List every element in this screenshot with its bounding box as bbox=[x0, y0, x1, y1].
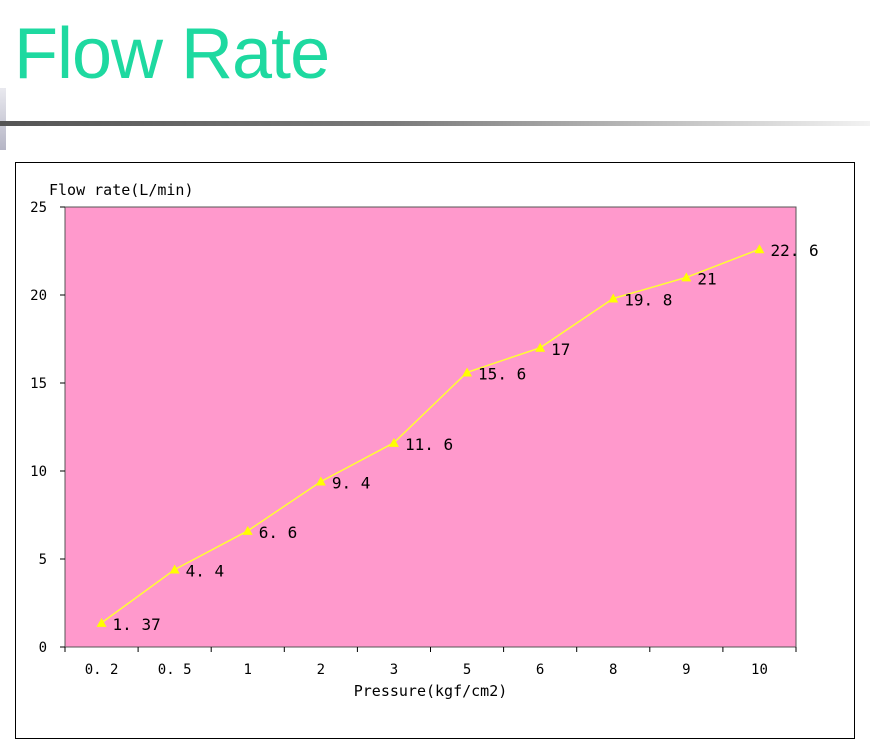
data-point-marker bbox=[535, 342, 546, 352]
data-label: 9. 4 bbox=[332, 474, 371, 493]
data-label: 17 bbox=[551, 340, 570, 359]
y-tick-label: 0 bbox=[39, 640, 47, 656]
x-tick-label: 0. 5 bbox=[158, 662, 192, 678]
x-tick-label: 5 bbox=[463, 662, 471, 678]
data-label: 1. 37 bbox=[113, 615, 161, 634]
data-point-marker bbox=[169, 564, 180, 574]
data-point-marker bbox=[315, 476, 326, 486]
data-label: 19. 8 bbox=[624, 291, 672, 310]
y-axis-title: Flow rate(L/min) bbox=[49, 181, 194, 199]
data-point-marker bbox=[754, 244, 765, 254]
data-label: 6. 6 bbox=[259, 523, 298, 542]
flow-rate-chart: 0 5 10 15 20 25 0. 2 0. 5 1 2 3 5 6 8 9 10 1. 37 4. 4 6.… bbox=[30, 181, 819, 700]
data-point-marker bbox=[388, 437, 399, 447]
x-tick-label: 9 bbox=[682, 662, 690, 678]
x-axis-title: Pressure(kgf/cm2) bbox=[354, 682, 508, 700]
data-point-marker bbox=[681, 272, 692, 282]
x-tick-label: 1 bbox=[244, 662, 252, 678]
chart-frame: 0 5 10 15 20 25 0. 2 0. 5 1 2 3 5 6 8 9 10 1. 37 4. 4 6.… bbox=[15, 162, 855, 739]
x-tick-label: 3 bbox=[390, 662, 398, 678]
data-label: 4. 4 bbox=[186, 562, 225, 581]
y-tick-label: 5 bbox=[39, 552, 47, 568]
data-label: 22. 6 bbox=[770, 241, 818, 260]
slide-title: Flow Rate bbox=[14, 14, 330, 94]
data-label: 15. 6 bbox=[478, 364, 526, 383]
x-tick-label: 10 bbox=[751, 662, 768, 678]
data-label: 21 bbox=[697, 269, 716, 288]
data-point-marker bbox=[242, 525, 253, 535]
data-point-marker bbox=[608, 293, 619, 303]
series-line-flow-rate bbox=[101, 248, 760, 624]
x-tick-label: 2 bbox=[317, 662, 325, 678]
data-labels: 1. 37 4. 4 6. 6 9. 4 11. 6 15. 6 17 19. 8 21 22. … bbox=[113, 241, 819, 634]
x-axis: 0. 2 0. 5 1 2 3 5 6 8 9 10 bbox=[64, 647, 797, 678]
x-tick-label: 6 bbox=[536, 662, 544, 678]
y-tick-label: 25 bbox=[30, 200, 47, 216]
y-tick-label: 10 bbox=[30, 464, 47, 480]
x-tick-label: 8 bbox=[609, 662, 617, 678]
data-markers bbox=[96, 244, 765, 627]
y-axis: 0 5 10 15 20 25 bbox=[30, 200, 65, 656]
data-point-marker bbox=[462, 367, 473, 377]
data-point-marker bbox=[96, 617, 107, 627]
y-tick-label: 15 bbox=[30, 376, 47, 392]
data-label: 11. 6 bbox=[405, 435, 453, 454]
title-divider bbox=[0, 121, 870, 126]
slide-left-accent bbox=[0, 88, 6, 150]
x-tick-label: 0. 2 bbox=[85, 662, 119, 678]
y-tick-label: 20 bbox=[30, 288, 47, 304]
